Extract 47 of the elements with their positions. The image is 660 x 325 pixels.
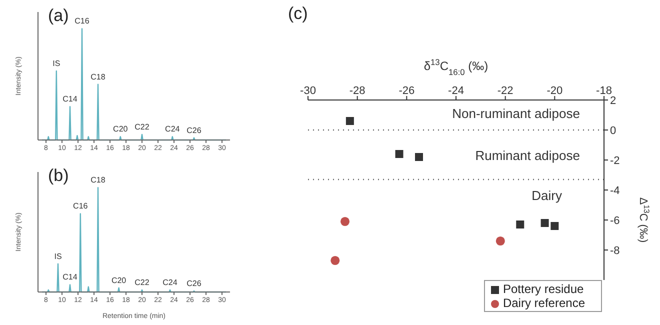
legend-label: Pottery residue [502,282,584,296]
chart-title: (b) [48,166,69,186]
y-tick-label: -6 [610,214,620,227]
point [540,219,549,227]
y-tick-label: 0 [610,124,616,137]
annotation: C20 [113,124,128,134]
annotation: Dairy [532,188,562,203]
annotation: C16 [74,16,90,26]
chart-title: (a) [48,6,69,26]
annotation: Ruminant adipose [475,148,580,163]
chart-title: (c) [288,4,308,24]
annotation: C24 [165,124,180,134]
annotation: C14 [62,272,78,282]
point [395,150,404,158]
annotation: C26 [186,126,202,135]
y-tick-label: -8 [610,244,620,257]
legend-label: Dairy reference [502,296,585,310]
point [415,153,423,161]
point [550,222,559,230]
annotation: C18 [90,176,106,185]
x-tick-label: -28 [349,85,366,97]
y-tick-label: -4 [610,184,620,197]
point [516,220,524,228]
x-tick-label: -30 [300,85,316,97]
annotation: C20 [111,276,127,285]
annotation: C22 [134,122,150,132]
x-tick-label: -20 [546,85,563,97]
annotation: Non-ruminant adipose [452,106,580,121]
x-tick-label: -22 [497,85,514,97]
annotation: C24 [162,278,178,287]
annotation: IS [52,58,60,68]
annotation: C14 [62,94,78,104]
point [496,236,505,246]
x-tick-label: -24 [448,85,464,97]
point [330,256,340,266]
annotation: IS [54,252,62,261]
y-tick-label: 2 [610,94,616,107]
annotation: C18 [90,72,106,82]
x-axis-title: δ$^{13}$C$_{16:0}$ (‰) [424,57,488,77]
annotation: C16 [73,202,88,211]
x-tick-label: -18 [596,85,612,97]
point [346,117,354,125]
point [340,216,350,226]
annotation: C26 [186,278,202,288]
y-tick-label: -2 [610,154,620,167]
x-tick-label: -26 [398,85,415,97]
annotation: C22 [134,278,150,287]
